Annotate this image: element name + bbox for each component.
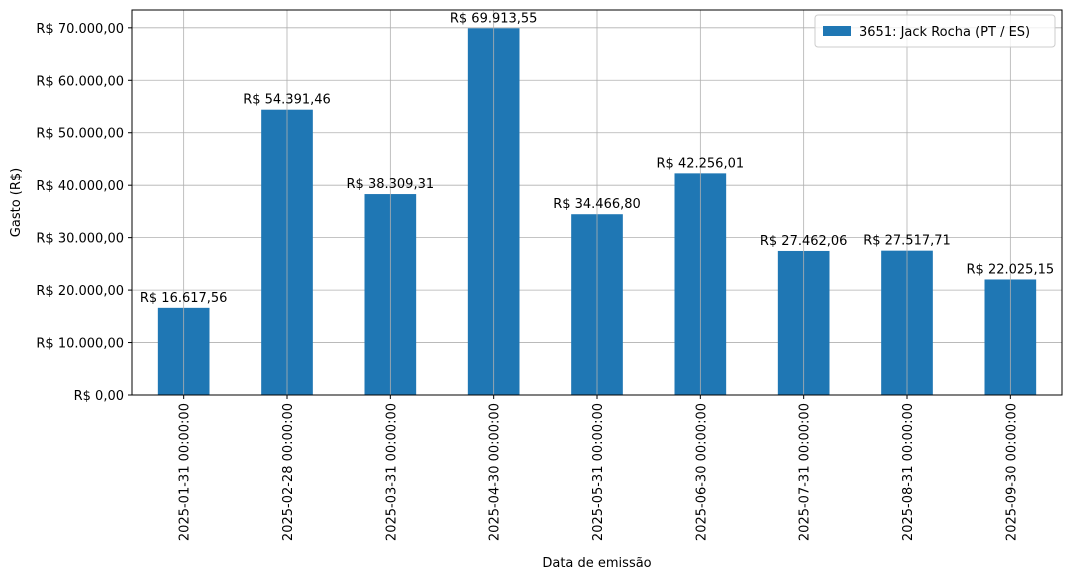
bar-value-label: R$ 38.309,31 [347,177,435,192]
x-tick-label: 2025-09-30 00:00:00 [1004,403,1019,541]
x-tick-label: 2025-05-31 00:00:00 [591,403,606,541]
y-axis-ticks: R$ 0,00 R$ 10.000,00 R$ 20.000,00 R$ 30.000… [36,22,132,404]
bar-value-label: R$ 69.913,55 [450,11,538,26]
x-tick-label: 2025-04-30 00:00:00 [488,403,503,541]
x-tick-label: 2025-06-30 00:00:00 [694,403,709,541]
y-tick-label: R$ 30.000,00 [36,232,124,247]
x-tick-label: 2025-03-31 00:00:00 [384,403,399,541]
x-tick-label: 2025-07-31 00:00:00 [798,403,813,541]
legend-label: 3651: Jack Rocha (PT / ES) [859,25,1030,40]
legend: 3651: Jack Rocha (PT / ES) [814,14,1056,48]
bar-value-label: R$ 22.025,15 [967,262,1055,277]
y-tick-label: R$ 50.000,00 [36,127,124,142]
legend-swatch [823,26,851,36]
x-tick-label: 2025-01-31 00:00:00 [178,403,193,541]
bar-value-labels: R$ 16.617,56 R$ 54.391,46 R$ 38.309,31 R$ 6… [140,11,1054,306]
bar-value-label: R$ 34.466,80 [553,197,641,212]
bar-value-label: R$ 54.391,46 [243,93,331,108]
legend-box [814,14,1056,48]
x-tick-label: 2025-08-31 00:00:00 [901,403,916,541]
x-axis-ticks: 2025-01-31 00:00:00 2025-02-28 00:00:00 20… [178,395,1019,541]
bar-value-label: R$ 16.617,56 [140,291,228,306]
y-tick-label: R$ 20.000,00 [36,284,124,299]
vertical-grid-lines [183,10,1011,395]
bar-value-label: R$ 42.256,01 [657,156,745,171]
x-axis-label: Data de emissão [542,556,651,571]
y-tick-label: R$ 40.000,00 [36,179,124,194]
bar-value-label: R$ 27.517,71 [863,234,951,249]
y-tick-label: R$ 70.000,00 [36,22,124,37]
y-tick-label: R$ 0,00 [74,389,124,404]
bar-value-label: R$ 27.462,06 [760,234,848,249]
x-tick-label: 2025-02-28 00:00:00 [281,403,296,541]
y-tick-label: R$ 10.000,00 [36,337,124,352]
y-axis-label: Gasto (R$) [9,168,24,237]
y-tick-label: R$ 60.000,00 [36,74,124,89]
